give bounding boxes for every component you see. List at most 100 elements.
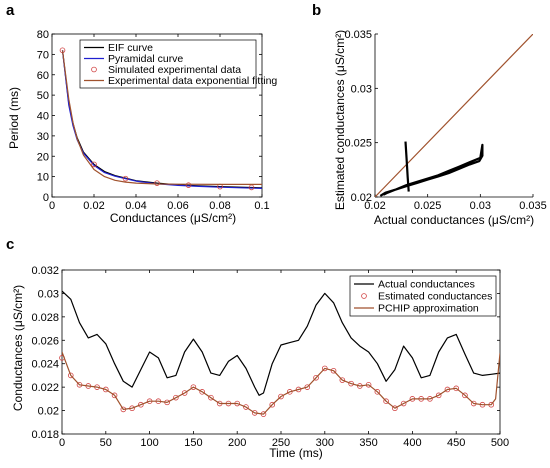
legend-box [349, 275, 497, 317]
panel-c-estimated-conductances-point [199, 389, 205, 395]
panel-b-ylabel: Estimated conductances (μS/cm²) [333, 30, 347, 210]
x-tick-label: 300 [316, 437, 334, 449]
panel-c-estimated-conductances-point [243, 404, 249, 410]
x-tick-label: 200 [228, 437, 246, 449]
y-tick-label: 0.03 [351, 83, 372, 95]
panel-c-estimated-conductances-point [181, 390, 188, 396]
panel-a-plot: 0 0.02 0.04 0.06 0.08 0.1 0 10 20 30 40 50 60 70 80 EIF… [37, 29, 278, 212]
panel-c-estimated-conductances-point [111, 392, 118, 399]
y-tick-label: 60 [37, 70, 49, 82]
panel-c-estimated-conductances-point [392, 405, 398, 412]
x-tick-label: 0.08 [209, 200, 230, 212]
x-tick-label: 0.02 [83, 200, 104, 212]
panel-c-estimated-conductances-point [67, 372, 74, 379]
y-tick-label: 0 [43, 192, 49, 204]
panel-a-experimental-data-exponential-fitting-line [61, 50, 262, 185]
panel-c-estimated-conductances-point [138, 401, 144, 408]
panel-b-plot: 0.02 0.025 0.03 0.035 0.02 0.025 0.03 0.035 [344, 29, 546, 212]
x-tick-label: 150 [184, 437, 202, 449]
panel-a-simulated-experimental-data-point [154, 180, 160, 186]
x-tick-label: 0.025 [414, 200, 442, 212]
x-tick-label: 500 [491, 437, 509, 449]
y-tick-label: 0.022 [31, 382, 59, 394]
panel-c-estimated-conductances-point [278, 393, 284, 400]
panel-b-series-2-line [404, 141, 410, 192]
panel-a-ylabel: Period (ms) [7, 87, 21, 149]
y-tick-label: 0.024 [31, 359, 59, 371]
panel-c-estimated-conductances-point [435, 392, 442, 399]
x-tick-label: 400 [403, 437, 421, 449]
panel-a-simulated-experimental-data-point [185, 182, 192, 188]
panel-c-ylabel: Conductances (μS/cm²) [11, 285, 25, 411]
panel-c-estimated-conductances-point [208, 394, 214, 401]
y-tick-label: 50 [37, 90, 49, 102]
panel-b-xlabel: Actual conductances (μS/cm²) [374, 213, 534, 227]
y-tick-label: 0.02 [351, 192, 372, 204]
x-tick-label: 50 [100, 437, 112, 449]
panel-c-pchip-approximation-line [62, 351, 500, 415]
panel-c-estimated-conductances-point [348, 380, 354, 387]
y-tick-label: 0.03 [38, 288, 59, 300]
legend-entry-label: Pyramidal curve [108, 53, 183, 65]
x-tick-label: 100 [140, 437, 158, 449]
y-tick-label: 0.032 [31, 265, 59, 277]
panel-b-series-0-line [375, 34, 533, 197]
y-tick-label: 30 [37, 131, 49, 143]
panel-c-estimated-conductances-point [190, 384, 197, 390]
x-tick-label: 0 [59, 437, 65, 449]
x-tick-label: 0.06 [167, 200, 188, 212]
panel-c-estimated-conductances-point [374, 389, 381, 395]
x-tick-label: 450 [447, 437, 465, 449]
x-tick-label: 250 [272, 437, 290, 449]
legend-entry-label: Actual conductances [378, 279, 475, 291]
legend-entry-label: Estimated conductances [378, 291, 492, 303]
panel-c-estimated-conductances-point [313, 374, 319, 381]
x-tick-label: 0.035 [519, 200, 547, 212]
x-tick-label: 0.04 [125, 200, 146, 212]
x-tick-label: 0.02 [364, 200, 385, 212]
panel-c-estimated-conductances-point [295, 386, 302, 393]
panel-a-simulated-experimental-data-point [248, 184, 255, 191]
panel-label-b: b [312, 2, 321, 19]
y-tick-label: 0.028 [31, 312, 59, 324]
panel-a-simulated-experimental-data-point [91, 161, 97, 168]
y-tick-label: 80 [37, 29, 49, 41]
panel-c-estimated-conductances-point [269, 401, 276, 408]
legend-swatch [361, 293, 367, 299]
legend-entry-label: Simulated experimental data [108, 64, 241, 76]
legend-swatch [91, 66, 97, 73]
panel-c-estimated-conductances-point [339, 377, 346, 383]
panel-c-estimated-conductances-point [321, 365, 328, 372]
x-tick-label: 0.1 [254, 200, 269, 212]
y-tick-label: 10 [37, 172, 49, 184]
panel-c-estimated-conductances-point [103, 386, 109, 393]
y-tick-label: 0.02 [38, 406, 59, 418]
x-tick-label: 0 [49, 200, 55, 212]
panel-label-c: c [6, 236, 14, 253]
y-tick-label: 70 [37, 49, 49, 61]
panel-label-a: a [6, 2, 15, 19]
legend-entry-label: EIF curve [108, 42, 153, 54]
panel-c-estimated-conductances-point [462, 392, 468, 399]
legend-entry-label: Experimental data exponential fitting [108, 75, 277, 87]
legend-box [79, 39, 257, 89]
y-tick-label: 0.026 [31, 335, 59, 347]
panel-c-estimated-conductances-point [330, 367, 337, 374]
panel-c-estimated-conductances-point [286, 389, 293, 395]
y-tick-label: 0.018 [31, 429, 59, 441]
panel-c-actual-conductances-line [62, 290, 500, 396]
x-tick-label: 350 [359, 437, 377, 449]
panel-c-xlabel: Time (ms) [269, 446, 323, 460]
panel-c-plot: 0 50 100 150 200 250 300 350 400 450 500 0.018 0.02 0… [31, 265, 509, 449]
panel-c-estimated-conductances-point [173, 394, 179, 401]
panel-b-series-1-line [379, 143, 484, 197]
panel-c-estimated-conductances-point [400, 400, 407, 407]
y-tick-label: 0.035 [344, 29, 372, 41]
y-tick-label: 40 [37, 111, 49, 123]
y-tick-label: 0.025 [344, 138, 372, 150]
y-tick-label: 20 [37, 151, 49, 163]
panel-a-xlabel: Conductances (μS/cm²) [110, 211, 236, 225]
